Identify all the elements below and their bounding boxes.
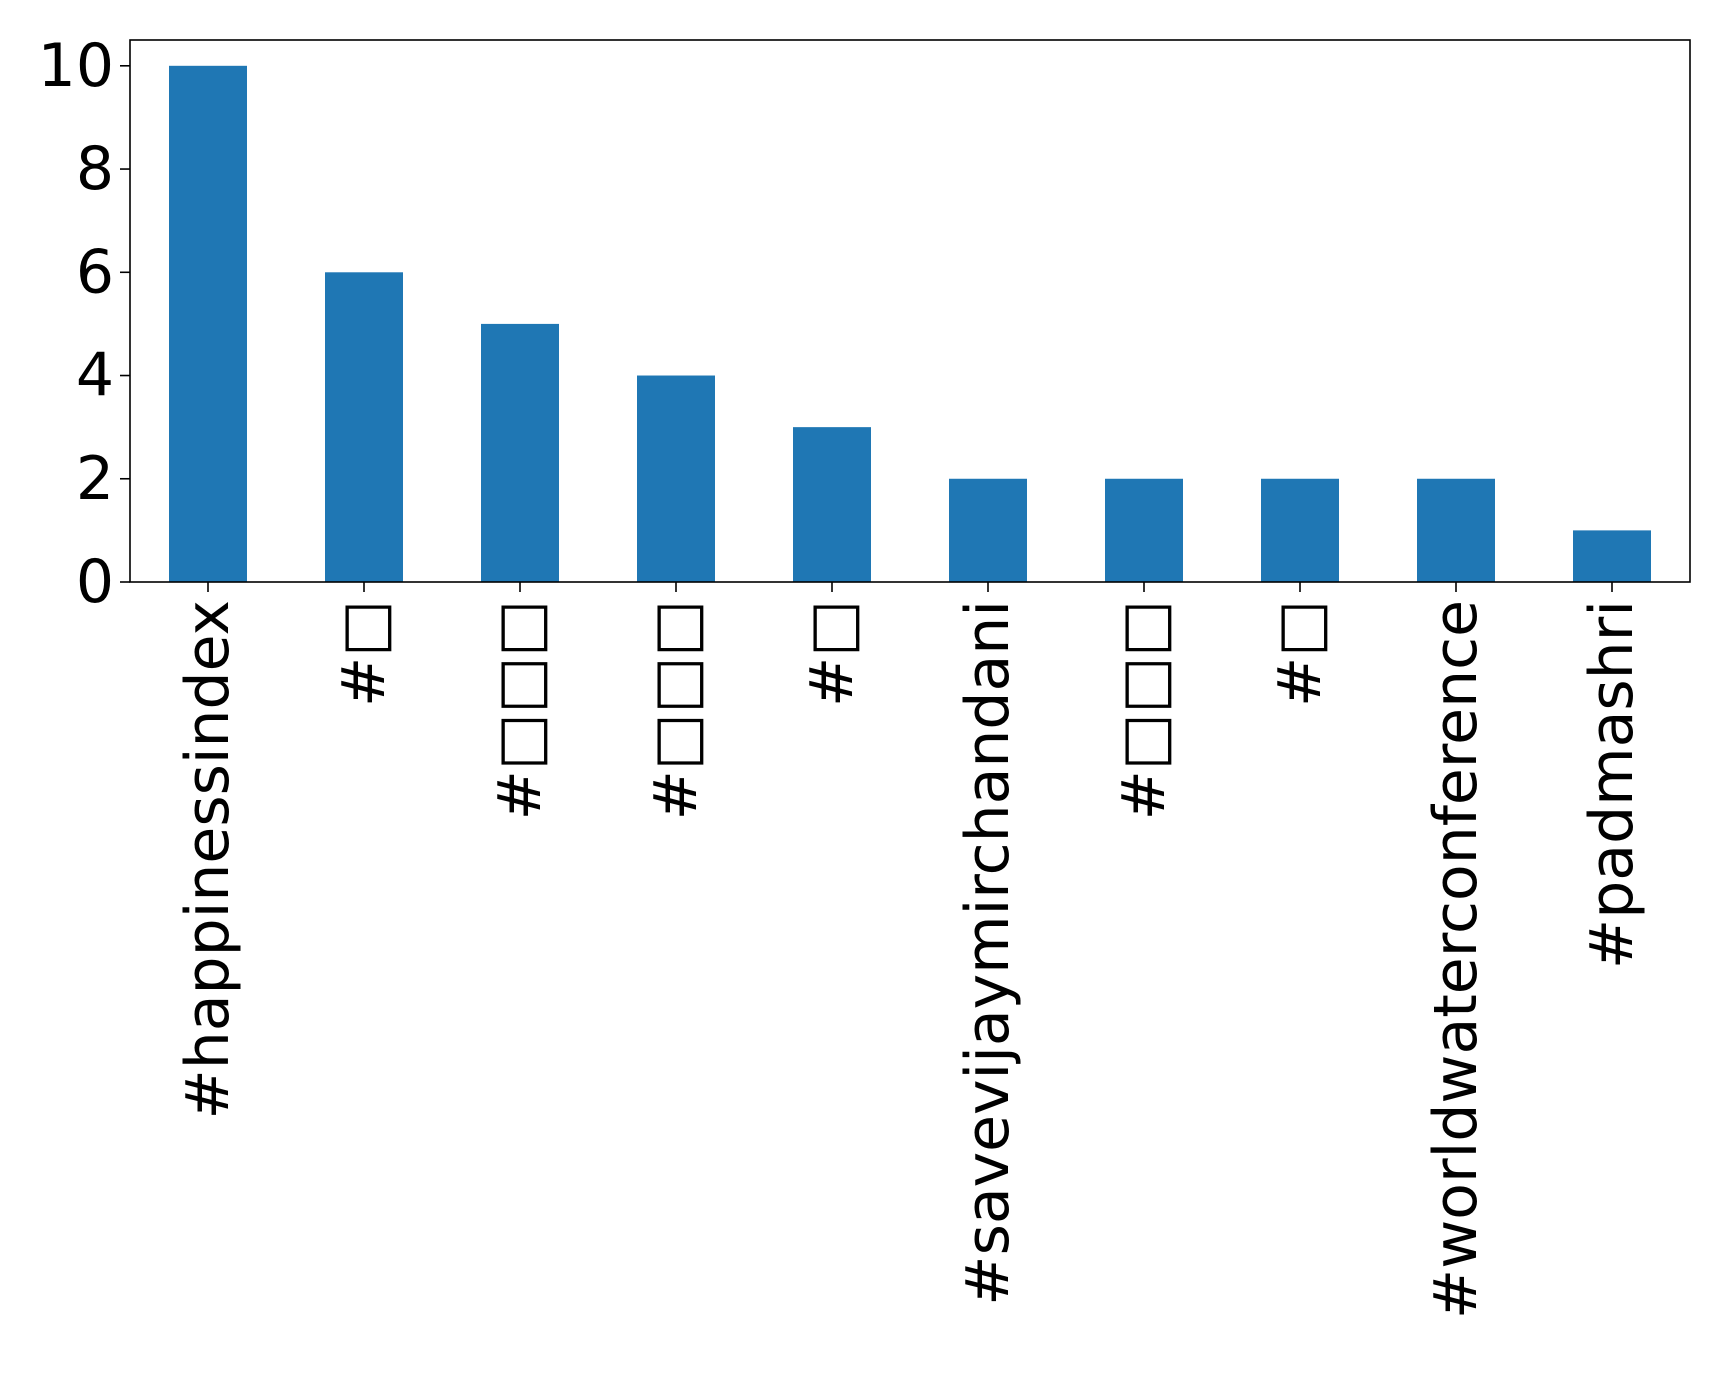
bar — [1573, 530, 1651, 582]
x-tick-label: #□□□ — [641, 600, 711, 820]
bar — [325, 272, 403, 582]
bar — [1417, 478, 1495, 582]
x-tick-label: #□ — [797, 600, 867, 707]
bar — [1261, 478, 1339, 582]
plot-area: 0 2 4 6 8 10 #happinessindex #□ #□□□ #□□□ #□ #savev… — [38, 31, 1691, 1319]
y-tick-label: 0 — [76, 547, 114, 617]
y-tick-label: 4 — [76, 341, 114, 411]
x-tick-label: #padmashri — [1577, 600, 1647, 969]
bar — [949, 478, 1027, 582]
y-tick-label: 6 — [76, 237, 114, 307]
bar — [793, 427, 871, 582]
bar — [169, 65, 247, 582]
bar — [1105, 478, 1183, 582]
x-tick-label: #worldwaterconference — [1421, 600, 1491, 1319]
x-tick-label: #□□□ — [1109, 600, 1179, 820]
x-tick-label: #□□□ — [485, 600, 555, 820]
x-tick-label: #savevijaymirchandani — [953, 600, 1023, 1306]
x-tick-label: #□ — [1265, 600, 1335, 707]
bar — [481, 323, 559, 582]
y-tick-label: 8 — [76, 134, 114, 204]
y-tick-label: 10 — [38, 31, 114, 101]
bar — [637, 375, 715, 582]
axes-frame — [129, 39, 1691, 583]
x-tick-label: #□ — [329, 600, 399, 707]
x-tick-label: #happinessindex — [173, 600, 243, 1120]
y-tick-label: 2 — [76, 444, 114, 514]
